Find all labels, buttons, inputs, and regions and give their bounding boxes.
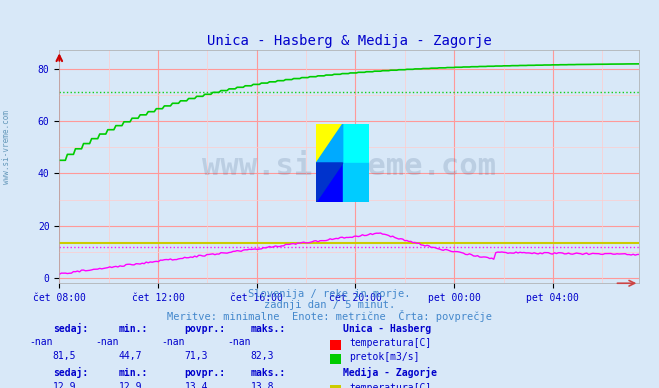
Text: www.si-vreme.com: www.si-vreme.com <box>202 152 496 181</box>
Text: Meritve: minimalne  Enote: metrične  Črta: povprečje: Meritve: minimalne Enote: metrične Črta:… <box>167 310 492 322</box>
Text: 12,9: 12,9 <box>53 382 76 388</box>
Bar <box>343 163 369 202</box>
Text: min.:: min.: <box>119 324 148 334</box>
Bar <box>316 163 343 202</box>
Text: -nan: -nan <box>29 337 53 347</box>
Text: -nan: -nan <box>95 337 119 347</box>
Text: 12,9: 12,9 <box>119 382 142 388</box>
Bar <box>343 124 369 163</box>
Text: Unica - Hasberg: Unica - Hasberg <box>343 324 431 334</box>
Text: zadnji dan / 5 minut.: zadnji dan / 5 minut. <box>264 300 395 310</box>
Text: 44,7: 44,7 <box>119 351 142 361</box>
Text: temperatura[C]: temperatura[C] <box>349 383 432 388</box>
Title: Unica - Hasberg & Medija - Zagorje: Unica - Hasberg & Medija - Zagorje <box>207 34 492 48</box>
Text: -nan: -nan <box>227 337 250 347</box>
Text: -nan: -nan <box>161 337 185 347</box>
Text: sedaj:: sedaj: <box>53 323 88 334</box>
Text: temperatura[C]: temperatura[C] <box>349 338 432 348</box>
Text: maks.:: maks.: <box>250 324 285 334</box>
Text: sedaj:: sedaj: <box>53 367 88 378</box>
Text: min.:: min.: <box>119 368 148 378</box>
Text: 13,8: 13,8 <box>250 382 274 388</box>
Text: povpr.:: povpr.: <box>185 324 225 334</box>
Text: www.si-vreme.com: www.si-vreme.com <box>2 111 11 184</box>
Text: 81,5: 81,5 <box>53 351 76 361</box>
Polygon shape <box>316 124 343 163</box>
Bar <box>316 124 343 163</box>
Text: Slovenija / reke in morje.: Slovenija / reke in morje. <box>248 289 411 299</box>
Text: Medija - Zagorje: Medija - Zagorje <box>343 367 437 378</box>
Text: povpr.:: povpr.: <box>185 368 225 378</box>
Text: maks.:: maks.: <box>250 368 285 378</box>
Text: 13,4: 13,4 <box>185 382 208 388</box>
Text: 71,3: 71,3 <box>185 351 208 361</box>
Polygon shape <box>316 163 343 202</box>
Text: pretok[m3/s]: pretok[m3/s] <box>349 352 420 362</box>
Text: 82,3: 82,3 <box>250 351 274 361</box>
